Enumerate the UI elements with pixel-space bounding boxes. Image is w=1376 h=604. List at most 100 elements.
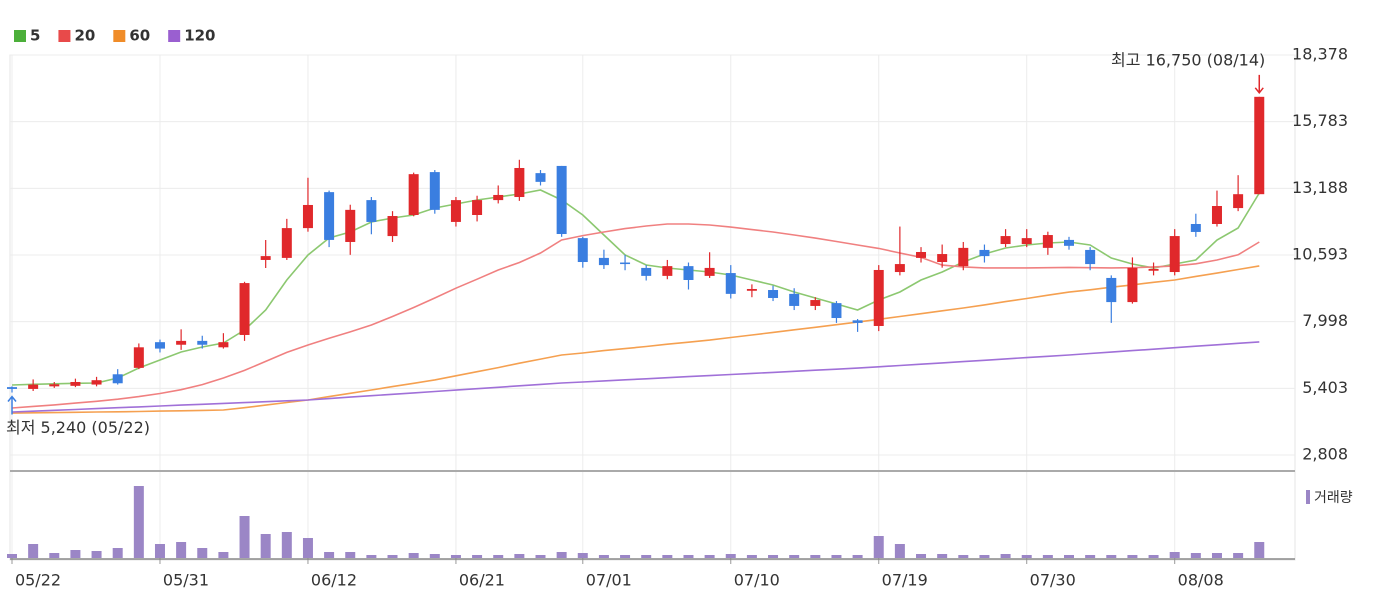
candle-body [493, 194, 504, 201]
plot-frame [9, 54, 1296, 561]
volume-bar [281, 532, 292, 558]
candle-body [1106, 277, 1117, 303]
candle-body [894, 264, 905, 273]
candle-body [408, 174, 419, 215]
ma-line [11, 341, 1260, 413]
legend-label: 120 [184, 27, 215, 45]
candle-body [789, 293, 800, 306]
volume-bar [28, 544, 39, 558]
candle-body [577, 238, 588, 263]
candle-body [1085, 249, 1096, 265]
candle-body [979, 249, 990, 257]
candle-body [1148, 268, 1159, 271]
volume-bar [133, 486, 144, 558]
volume-bar [112, 548, 123, 558]
volume-bar [472, 555, 483, 558]
high-arrow [1254, 74, 1264, 95]
volume-bar [514, 554, 525, 558]
volume-bar [894, 544, 905, 558]
volume-bar [535, 555, 546, 558]
legend-label: 20 [74, 27, 95, 45]
candle-body [1064, 239, 1074, 246]
x-tick-label: 06/12 [311, 571, 357, 590]
volume-bar [387, 555, 398, 558]
candle-body [472, 200, 483, 215]
y-tick-label: 5,403 [1302, 378, 1348, 397]
y-tick-label: 10,593 [1292, 245, 1348, 264]
candle-body [831, 303, 842, 319]
volume-bar [598, 555, 609, 558]
candle-body [302, 204, 313, 229]
candle-body [704, 267, 715, 276]
volume-bar [937, 554, 948, 558]
candle-body [746, 288, 757, 291]
volume-bar [577, 553, 588, 558]
candle-body [514, 167, 525, 198]
volume-bar [1148, 555, 1159, 558]
candle-body [366, 200, 377, 222]
volume-bar [450, 555, 461, 558]
volume-bar [91, 551, 102, 558]
candle-body [49, 384, 60, 387]
candle-body [7, 387, 17, 389]
candle-body [598, 257, 609, 266]
volume-bar [1021, 555, 1032, 558]
volume-bar [873, 536, 884, 558]
y-tick-label: 7,998 [1302, 311, 1348, 330]
volume-bar [641, 555, 652, 558]
candle-body [1000, 236, 1011, 245]
candle-body [556, 165, 567, 235]
legend-label: 60 [129, 27, 150, 45]
volume-bar [958, 555, 969, 558]
candle-body [154, 342, 165, 349]
candle-body [873, 269, 884, 326]
candle-body [1211, 206, 1222, 224]
volume-bar [1169, 552, 1180, 558]
volume-bar [1127, 555, 1138, 558]
candle-body [91, 380, 102, 385]
volume-bar [704, 555, 715, 558]
candle-body [260, 256, 271, 260]
candle-body [281, 228, 292, 258]
volume-bar [218, 552, 229, 558]
candle-body [937, 254, 948, 263]
candle-body [1042, 235, 1053, 248]
candle-body [112, 374, 123, 384]
high-annotation: 최고 16,750 (08/14) [1111, 50, 1265, 69]
candle-body [1169, 236, 1180, 273]
x-tick-label: 07/30 [1030, 571, 1076, 590]
candle-body [852, 320, 863, 323]
volume-bar [324, 552, 335, 558]
candle-body [197, 340, 208, 345]
candle-body [1233, 194, 1244, 209]
candle-body [70, 381, 81, 386]
volume-bar [916, 554, 927, 558]
x-tick-label: 06/21 [459, 571, 505, 590]
x-tick-label: 08/08 [1178, 571, 1224, 590]
volume-bar [1000, 554, 1011, 558]
candle-body [1021, 238, 1032, 245]
volume-legend: 거래량 [1314, 490, 1353, 506]
legend-swatch [113, 30, 126, 42]
ma-line [11, 223, 1260, 409]
candle-body [1254, 96, 1265, 195]
volume-bar [746, 555, 757, 558]
volume-bar [429, 554, 440, 558]
candle-body [535, 173, 546, 182]
legend-swatch [14, 30, 26, 42]
candle-body [176, 340, 187, 345]
ma-line [11, 265, 1260, 414]
y-tick-label: 15,783 [1292, 111, 1348, 130]
legend-label: 5 [30, 27, 40, 45]
volume-bar [154, 544, 165, 558]
candle-body [239, 283, 250, 335]
candle-body [450, 200, 461, 222]
x-tick-label: 05/31 [163, 571, 209, 590]
candle-body [810, 300, 821, 306]
volume-bar [831, 555, 842, 558]
candle-body [387, 216, 398, 237]
y-tick-label: 13,188 [1292, 178, 1348, 197]
candle-body [662, 266, 673, 276]
volume-bar [768, 555, 779, 558]
